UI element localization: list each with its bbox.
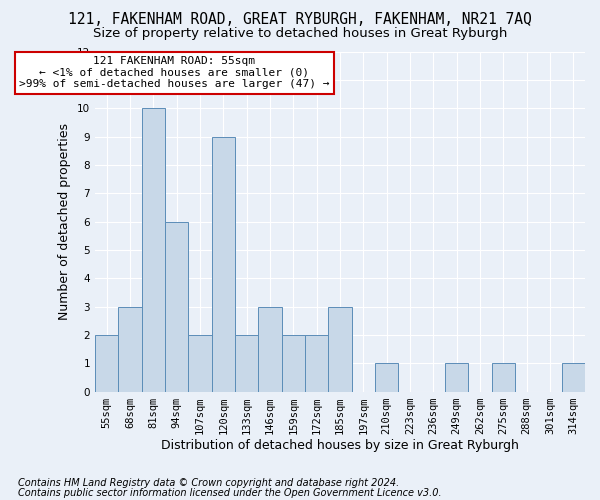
Text: 121, FAKENHAM ROAD, GREAT RYBURGH, FAKENHAM, NR21 7AQ: 121, FAKENHAM ROAD, GREAT RYBURGH, FAKEN… [68,12,532,28]
Text: Contains HM Land Registry data © Crown copyright and database right 2024.: Contains HM Land Registry data © Crown c… [18,478,399,488]
Text: Size of property relative to detached houses in Great Ryburgh: Size of property relative to detached ho… [93,28,507,40]
Bar [259,306,281,392]
Bar [165,222,188,392]
Bar [562,363,585,392]
Bar [142,108,165,392]
Bar [491,363,515,392]
Bar [375,363,398,392]
Bar [445,363,469,392]
Text: Contains public sector information licensed under the Open Government Licence v3: Contains public sector information licen… [18,488,442,498]
Text: 121 FAKENHAM ROAD: 55sqm
← <1% of detached houses are smaller (0)
>99% of semi-d: 121 FAKENHAM ROAD: 55sqm ← <1% of detach… [19,56,329,90]
X-axis label: Distribution of detached houses by size in Great Ryburgh: Distribution of detached houses by size … [161,440,519,452]
Bar [118,306,142,392]
Y-axis label: Number of detached properties: Number of detached properties [58,123,71,320]
Bar [188,335,212,392]
Bar [281,335,305,392]
Bar [235,335,259,392]
Bar [212,136,235,392]
Bar [95,335,118,392]
Bar [328,306,352,392]
Bar [305,335,328,392]
